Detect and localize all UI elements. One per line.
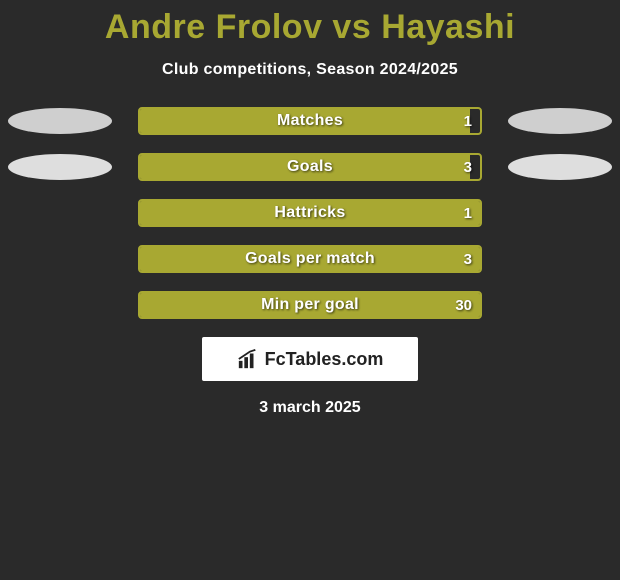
stat-row: Hattricks1 [0,199,620,227]
stat-bar: Goals3 [138,153,482,181]
stat-label: Goals per match [140,247,480,271]
player-left-marker [8,108,112,134]
stat-row: Goals3 [0,153,620,181]
stat-row: Min per goal30 [0,291,620,319]
stat-bar: Hattricks1 [138,199,482,227]
stat-value: 1 [464,201,472,225]
stat-row: Goals per match3 [0,245,620,273]
stat-label: Matches [140,109,480,133]
subtitle: Club competitions, Season 2024/2025 [0,61,620,79]
comparison-chart: Matches1Goals3Hattricks1Goals per match3… [0,107,620,319]
stat-value: 1 [464,109,472,133]
stat-label: Goals [140,155,480,179]
brand-label: FcTables.com [265,349,384,370]
page-title: Andre Frolov vs Hayashi [0,8,620,47]
stat-value: 3 [464,247,472,271]
stat-value: 3 [464,155,472,179]
stat-label: Min per goal [140,293,480,317]
player-left-marker [8,154,112,180]
player-right-marker [508,108,612,134]
stat-label: Hattricks [140,201,480,225]
bar-chart-icon [237,348,259,370]
stat-row: Matches1 [0,107,620,135]
stat-value: 30 [455,293,472,317]
player-right-marker [508,154,612,180]
brand-badge: FcTables.com [202,337,418,381]
stat-bar: Goals per match3 [138,245,482,273]
comparison-infographic: Andre Frolov vs Hayashi Club competition… [0,0,620,417]
stat-bar: Matches1 [138,107,482,135]
date-label: 3 march 2025 [0,399,620,417]
stat-bar: Min per goal30 [138,291,482,319]
